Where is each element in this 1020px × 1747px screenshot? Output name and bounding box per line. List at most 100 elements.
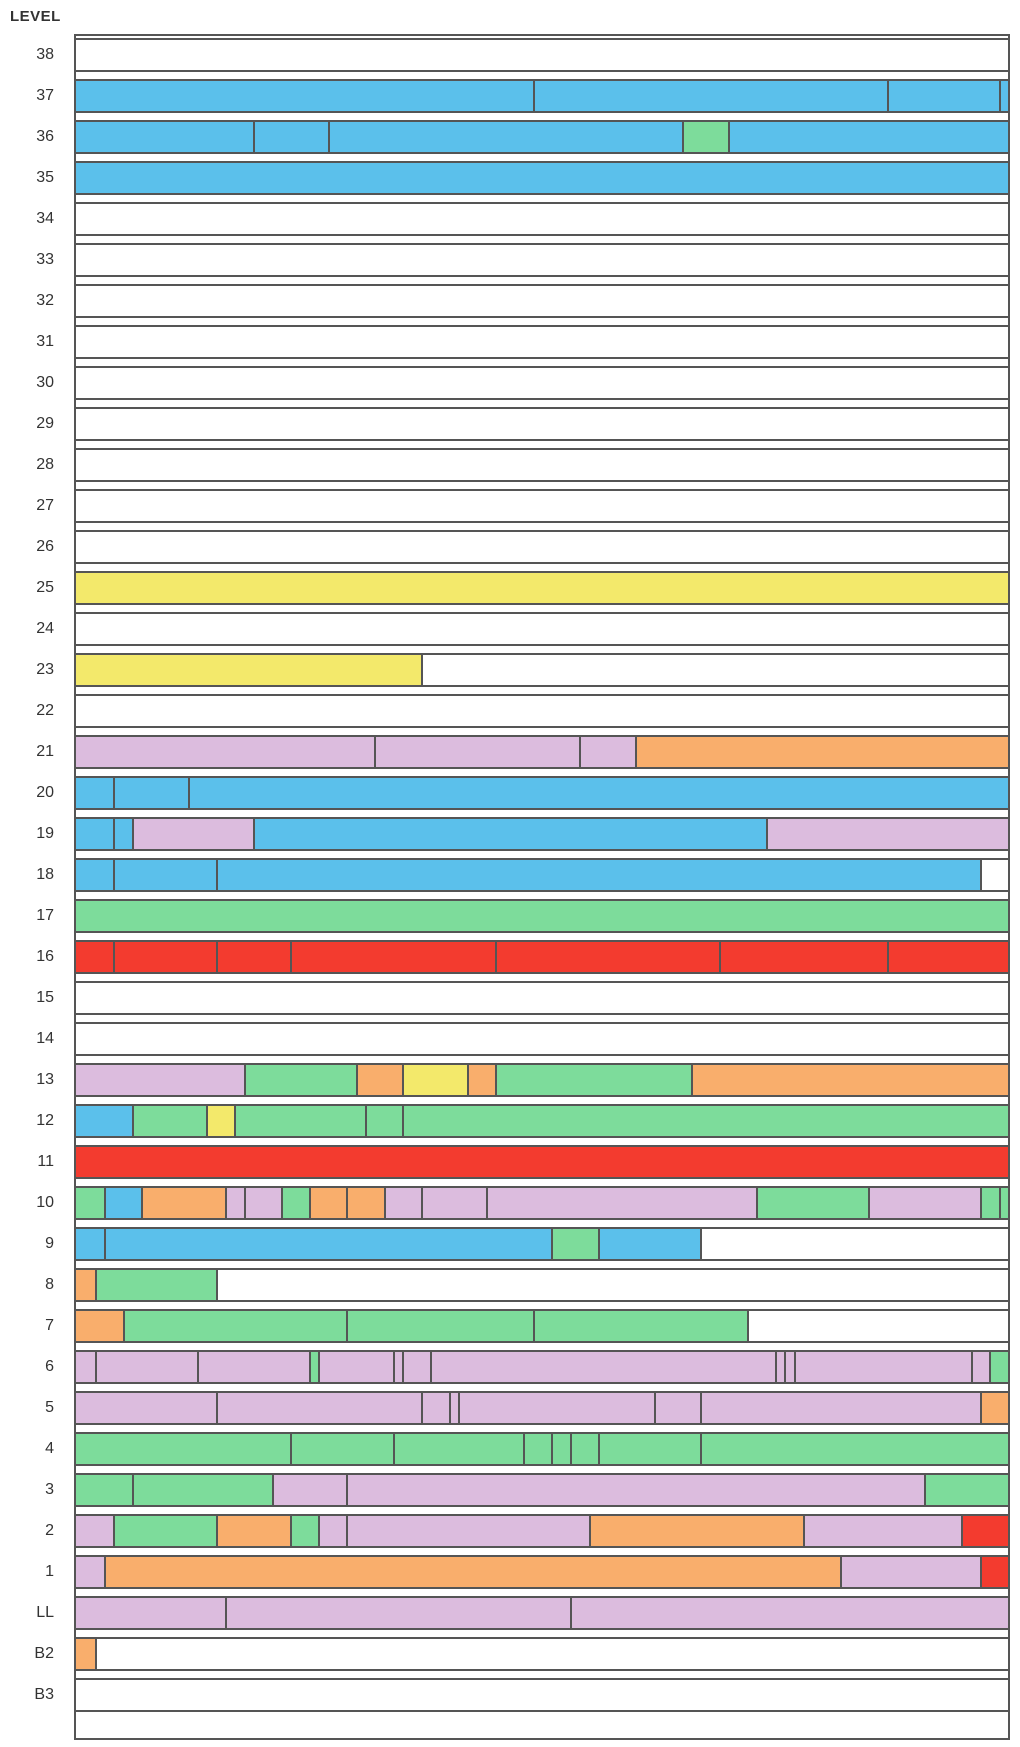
level-row bbox=[74, 817, 1010, 851]
level-row bbox=[74, 1596, 1010, 1630]
level-row bbox=[74, 1227, 1010, 1261]
segment bbox=[216, 1393, 421, 1423]
level-label: 36 bbox=[0, 128, 54, 146]
segment bbox=[458, 1393, 654, 1423]
level-label: 1 bbox=[0, 1563, 54, 1581]
segment bbox=[551, 1434, 570, 1464]
level-label: 16 bbox=[0, 948, 54, 966]
level-label: 34 bbox=[0, 210, 54, 228]
level-row bbox=[74, 530, 1010, 564]
segment bbox=[495, 1065, 691, 1095]
level-row bbox=[74, 940, 1010, 974]
level-row bbox=[74, 571, 1010, 605]
segment bbox=[216, 1516, 291, 1546]
segment bbox=[123, 1311, 347, 1341]
level-row bbox=[74, 1268, 1010, 1302]
segment bbox=[887, 942, 1008, 972]
segment bbox=[95, 1352, 198, 1382]
segment bbox=[365, 1106, 402, 1136]
segment bbox=[76, 1270, 95, 1300]
segment bbox=[113, 860, 216, 890]
axis-title: LEVEL bbox=[10, 8, 61, 25]
segment bbox=[234, 1106, 364, 1136]
level-label: 10 bbox=[0, 1194, 54, 1212]
segment bbox=[700, 1434, 1008, 1464]
segment bbox=[924, 1475, 1008, 1505]
level-label: 15 bbox=[0, 989, 54, 1007]
segment bbox=[402, 1106, 1008, 1136]
segment bbox=[719, 942, 887, 972]
segment bbox=[76, 1106, 132, 1136]
segment bbox=[76, 1147, 1008, 1177]
level-row bbox=[74, 1555, 1010, 1589]
level-row bbox=[74, 1637, 1010, 1671]
segment bbox=[76, 1475, 132, 1505]
level-label: 19 bbox=[0, 825, 54, 843]
segment bbox=[76, 368, 1008, 398]
segment bbox=[346, 1516, 588, 1546]
level-row bbox=[74, 858, 1010, 892]
level-label: 2 bbox=[0, 1522, 54, 1540]
segment bbox=[76, 81, 533, 111]
segment bbox=[430, 1352, 775, 1382]
segment bbox=[598, 1229, 701, 1259]
level-label: 28 bbox=[0, 456, 54, 474]
level-row bbox=[74, 653, 1010, 687]
level-row bbox=[74, 1514, 1010, 1548]
segment bbox=[784, 1352, 793, 1382]
level-row bbox=[74, 161, 1010, 195]
level-row bbox=[74, 612, 1010, 646]
segment bbox=[728, 122, 1008, 152]
segment bbox=[980, 860, 1008, 890]
level-label: 26 bbox=[0, 538, 54, 556]
segment bbox=[132, 1475, 272, 1505]
segment bbox=[346, 1188, 383, 1218]
level-row bbox=[74, 899, 1010, 933]
segment bbox=[104, 1557, 840, 1587]
segment bbox=[113, 778, 188, 808]
level-row bbox=[74, 366, 1010, 400]
segment bbox=[225, 1188, 244, 1218]
level-label: 11 bbox=[0, 1153, 54, 1171]
segment bbox=[216, 942, 291, 972]
segment bbox=[421, 1393, 449, 1423]
segment bbox=[495, 942, 719, 972]
segment bbox=[393, 1434, 523, 1464]
segment bbox=[887, 81, 999, 111]
segment bbox=[113, 819, 132, 849]
segment bbox=[76, 983, 1008, 1013]
segment bbox=[971, 1352, 990, 1382]
segment bbox=[76, 1557, 104, 1587]
segment bbox=[290, 1434, 393, 1464]
level-row bbox=[74, 1473, 1010, 1507]
level-label: 8 bbox=[0, 1276, 54, 1294]
segment bbox=[309, 1188, 346, 1218]
segment bbox=[402, 1352, 430, 1382]
segment bbox=[318, 1352, 393, 1382]
segment bbox=[76, 245, 1008, 275]
segment bbox=[700, 1229, 1008, 1259]
segment bbox=[356, 1065, 403, 1095]
segment bbox=[141, 1188, 225, 1218]
segment bbox=[794, 1352, 971, 1382]
level-row bbox=[74, 243, 1010, 277]
segment bbox=[999, 1188, 1008, 1218]
level-label: 27 bbox=[0, 497, 54, 515]
level-label: 38 bbox=[0, 46, 54, 64]
segment bbox=[346, 1475, 924, 1505]
level-label: 3 bbox=[0, 1481, 54, 1499]
segment bbox=[104, 1229, 551, 1259]
segment bbox=[76, 450, 1008, 480]
segment bbox=[244, 1065, 356, 1095]
segment bbox=[132, 819, 253, 849]
level-label: B2 bbox=[0, 1645, 54, 1663]
level-row bbox=[74, 325, 1010, 359]
segment bbox=[76, 819, 113, 849]
segment bbox=[868, 1188, 980, 1218]
level-label: 33 bbox=[0, 251, 54, 269]
segment bbox=[225, 1598, 570, 1628]
segment bbox=[691, 1065, 1008, 1095]
segment bbox=[132, 1106, 207, 1136]
segment bbox=[76, 573, 1008, 603]
segment bbox=[76, 1229, 104, 1259]
